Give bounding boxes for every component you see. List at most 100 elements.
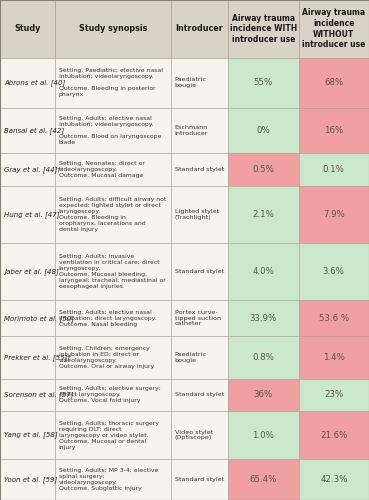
Text: 1.4%: 1.4% [323, 353, 345, 362]
Bar [171, 186, 228, 243]
Text: Bansal et al. [42]: Bansal et al. [42] [4, 127, 64, 134]
Text: Prekker et al. [55]†: Prekker et al. [55]† [4, 354, 71, 361]
Text: 2.1%: 2.1% [252, 210, 274, 219]
Bar [0, 410, 55, 460]
Bar [228, 460, 299, 500]
Text: Setting. Adults; thoracic surgery
requiring DLT; direct
laryngoscopy or video st: Setting. Adults; thoracic surgery requir… [59, 420, 159, 450]
Text: 33.9%: 33.9% [250, 314, 277, 322]
Bar [0, 300, 55, 337]
Text: Setting. Neonates; direct or
videolaryngoscopy.
Outcome. Mucosal damage: Setting. Neonates; direct or videolaryng… [59, 161, 145, 178]
Bar [299, 336, 369, 379]
Text: 68%: 68% [324, 78, 344, 88]
Bar [55, 379, 171, 410]
Text: 0%: 0% [256, 126, 270, 135]
Text: Setting. Adults; invasive
ventilation in critical care; direct
laryngoscopy.
Out: Setting. Adults; invasive ventilation in… [59, 254, 165, 289]
Bar [171, 460, 228, 500]
Bar [299, 58, 369, 108]
Text: Setting. Adults; MP 3-4; elective
spinal surgery;
videolaryngoscopy.
Outcome. Su: Setting. Adults; MP 3-4; elective spinal… [59, 468, 158, 491]
Bar [55, 108, 171, 153]
Bar [228, 243, 299, 300]
Text: Morimoto et al. [50]: Morimoto et al. [50] [4, 314, 74, 322]
Text: 65.4%: 65.4% [249, 475, 277, 484]
Bar [0, 243, 55, 300]
Text: 0.8%: 0.8% [252, 353, 274, 362]
Bar [55, 186, 171, 243]
Bar [228, 410, 299, 460]
Bar [55, 460, 171, 500]
Text: Gray et al. [44]†: Gray et al. [44]† [4, 166, 61, 173]
Bar [299, 243, 369, 300]
Text: Abrons et al. [40]: Abrons et al. [40] [4, 80, 65, 86]
Bar [0, 379, 55, 410]
Bar [55, 153, 171, 186]
Text: Yoon et al. [59]: Yoon et al. [59] [4, 476, 57, 483]
Bar [171, 0, 228, 58]
Bar [0, 58, 55, 108]
Bar [228, 58, 299, 108]
Text: Standard stylet: Standard stylet [175, 477, 224, 482]
Bar [171, 153, 228, 186]
Bar [299, 300, 369, 337]
Bar [228, 379, 299, 410]
Bar [0, 460, 55, 500]
Bar [171, 58, 228, 108]
Text: Paediatric
bougie: Paediatric bougie [175, 78, 207, 88]
Text: Paediatric
bougie: Paediatric bougie [175, 352, 207, 363]
Bar [171, 410, 228, 460]
Text: 0.5%: 0.5% [252, 165, 274, 174]
Bar [0, 153, 55, 186]
Bar [299, 460, 369, 500]
Text: Standard stylet: Standard stylet [175, 392, 224, 398]
Bar [0, 186, 55, 243]
Text: Study: Study [14, 24, 41, 34]
Text: 0.1%: 0.1% [323, 165, 345, 174]
Text: Airway trauma
incidence WITH
introducer use: Airway trauma incidence WITH introducer … [230, 14, 297, 44]
Text: 7.9%: 7.9% [323, 210, 345, 219]
Bar [228, 0, 299, 58]
Bar [0, 108, 55, 153]
Text: Setting. Adults; elective nasal
intubation; videolaryngoscopy.

Outcome. Blood o: Setting. Adults; elective nasal intubati… [59, 116, 161, 145]
Bar [228, 108, 299, 153]
Text: 16%: 16% [324, 126, 344, 135]
Text: Study synopsis: Study synopsis [79, 24, 147, 34]
Bar [171, 243, 228, 300]
Text: 55%: 55% [254, 78, 273, 88]
Text: Setting. Children; emergency
intubation in ED; direct or
videolaryngoscopy.
Outc: Setting. Children; emergency intubation … [59, 346, 154, 369]
Bar [228, 300, 299, 337]
Text: Setting. Adults; elective nasal
intubation; direct laryngoscopy.
Outcome. Nasal : Setting. Adults; elective nasal intubati… [59, 310, 156, 326]
Text: 36%: 36% [254, 390, 273, 400]
Text: Video stylet
(Optiscope): Video stylet (Optiscope) [175, 430, 213, 440]
Text: Setting. Paediatric; elective nasal
intubation; videolaryngoscopy.

Outcome. Ble: Setting. Paediatric; elective nasal intu… [59, 68, 163, 98]
Text: Standard stylet: Standard stylet [175, 269, 224, 274]
Bar [0, 0, 55, 58]
Bar [299, 0, 369, 58]
Bar [228, 186, 299, 243]
Bar [299, 108, 369, 153]
Bar [55, 410, 171, 460]
Bar [55, 300, 171, 337]
Bar [228, 336, 299, 379]
Bar [55, 0, 171, 58]
Bar [299, 186, 369, 243]
Bar [171, 300, 228, 337]
Text: Eschmann
introducer: Eschmann introducer [175, 125, 208, 136]
Text: Setting. Adults; elective surgery;
direct laryngoscopy.
Outcome. Vocal fold inju: Setting. Adults; elective surgery; direc… [59, 386, 161, 404]
Text: 4.0%: 4.0% [252, 267, 274, 276]
Text: Introducer: Introducer [176, 24, 223, 34]
Bar [299, 153, 369, 186]
Text: 23%: 23% [324, 390, 344, 400]
Text: Airway trauma
incidence
WITHOUT
introducer use: Airway trauma incidence WITHOUT introduc… [302, 8, 365, 50]
Text: Setting. Adults; difficult airway not
expected; lighted stylet or direct
laryngo: Setting. Adults; difficult airway not ex… [59, 197, 166, 232]
Bar [171, 336, 228, 379]
Text: Standard stylet: Standard stylet [175, 167, 224, 172]
Text: 3.6%: 3.6% [323, 267, 345, 276]
Text: 42.3%: 42.3% [320, 475, 348, 484]
Bar [55, 243, 171, 300]
Text: 1.0%: 1.0% [252, 430, 274, 440]
Text: Portex curve-
tipped suction
catheter: Portex curve- tipped suction catheter [175, 310, 221, 326]
Bar [55, 58, 171, 108]
Text: 53.6 %: 53.6 % [319, 314, 349, 322]
Bar [228, 153, 299, 186]
Bar [55, 336, 171, 379]
Text: Yang et al. [58]: Yang et al. [58] [4, 432, 58, 438]
